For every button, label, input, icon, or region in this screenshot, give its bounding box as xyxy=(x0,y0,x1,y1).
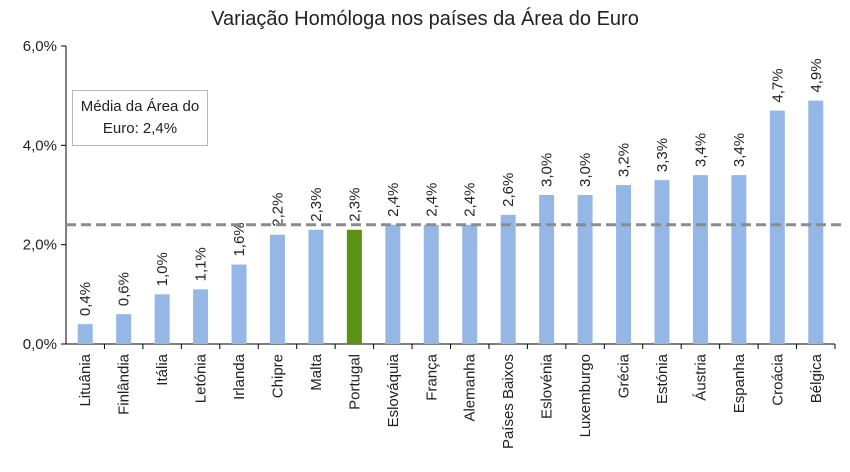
bar-franca xyxy=(423,224,439,344)
data-label-letonia: 1,1% xyxy=(193,247,210,281)
data-label-franca: 2,4% xyxy=(423,183,440,217)
x-tick-label-eslovaquia: Eslováquia xyxy=(385,353,402,427)
bar-espanha xyxy=(731,175,747,344)
data-labels: 0,4% 0,6% 1,0% 1,1% 1,6% 2,2% 2,3% 2,3% 2,4% 2,4%… xyxy=(77,58,825,316)
bar-paises-baixos xyxy=(500,214,516,344)
data-label-grecia: 3,2% xyxy=(616,143,633,177)
bar-finlandia xyxy=(116,314,132,344)
bar-chipre xyxy=(269,234,285,344)
x-tick-label-estonia: Estónia xyxy=(654,353,671,404)
average-annotation: Média da Área do Euro: 2,4% xyxy=(72,90,208,146)
x-tick-label-italia: Itália xyxy=(154,353,171,385)
data-label-belgica: 4,9% xyxy=(808,58,825,92)
x-axis-labels: Lituânia Finlândia Itália Letónia Irlanda Chi… xyxy=(77,344,836,449)
bar-eslovenia xyxy=(539,195,555,344)
chart-title: Variação Homóloga nos países da Área do … xyxy=(211,8,639,30)
data-label-paises-baixos: 2,6% xyxy=(500,173,517,207)
x-tick-label-luxemburgo: Luxemburgo xyxy=(577,354,594,437)
x-tick-label-irlanda: Irlanda xyxy=(231,353,248,400)
data-label-finlandia: 0,6% xyxy=(116,272,133,306)
bar-austria xyxy=(692,175,708,344)
x-tick-label-eslovenia: Eslovénia xyxy=(539,353,556,419)
y-tick-label: 0,0% xyxy=(23,336,57,353)
data-label-lituania: 0,4% xyxy=(77,282,94,316)
x-tick-label-espanha: Espanha xyxy=(731,353,748,413)
data-label-eslovenia: 3,0% xyxy=(539,153,556,187)
x-tick-label-letonia: Letónia xyxy=(193,353,210,403)
data-label-luxemburgo: 3,0% xyxy=(577,153,594,187)
data-label-italia: 1,0% xyxy=(154,252,171,286)
data-label-alemanha: 2,4% xyxy=(462,183,479,217)
bar-malta xyxy=(308,229,324,344)
x-tick-label-belgica: Bélgica xyxy=(808,353,825,403)
x-tick-label-paises-baixos: Países Baixos xyxy=(500,354,517,449)
data-label-irlanda: 1,6% xyxy=(231,222,248,256)
data-label-malta: 2,3% xyxy=(308,188,325,222)
bar-croacia xyxy=(769,110,785,344)
x-tick-label-croacia: Croácia xyxy=(769,353,786,405)
data-label-eslovaquia: 2,4% xyxy=(385,183,402,217)
bars xyxy=(77,100,824,344)
bar-luxemburgo xyxy=(577,195,593,344)
x-tick-label-chipre: Chipre xyxy=(269,354,286,398)
bar-belgica xyxy=(808,100,824,344)
x-tick-label-portugal: Portugal xyxy=(346,354,363,410)
x-tick-label-austria: Áustria xyxy=(692,353,709,400)
x-tick-label-finlandia: Finlândia xyxy=(116,353,133,415)
bar-italia xyxy=(154,294,170,344)
bar-portugal xyxy=(346,229,362,344)
x-tick-label-lituania: Lituânia xyxy=(77,353,94,406)
x-tick-label-malta: Malta xyxy=(308,353,325,390)
data-label-espanha: 3,4% xyxy=(731,133,748,167)
x-tick-label-franca: França xyxy=(423,353,440,400)
data-label-chipre: 2,2% xyxy=(269,193,286,227)
y-tick-label: 2,0% xyxy=(23,237,57,254)
bar-irlanda xyxy=(231,264,247,344)
bar-letonia xyxy=(193,289,209,344)
y-tick-label: 4,0% xyxy=(23,137,57,154)
bar-eslovaquia xyxy=(385,224,401,344)
data-label-austria: 3,4% xyxy=(692,133,709,167)
bar-estonia xyxy=(654,180,670,344)
y-tick-label: 6,0% xyxy=(23,38,57,55)
bar-lituania xyxy=(77,324,93,344)
bar-alemanha xyxy=(462,224,478,344)
x-tick-label-grecia: Grécia xyxy=(616,353,633,398)
data-label-croacia: 4,7% xyxy=(769,68,786,102)
data-label-portugal: 2,3% xyxy=(346,188,363,222)
bar-grecia xyxy=(616,185,632,344)
data-label-estonia: 3,3% xyxy=(654,138,671,172)
x-tick-label-alemanha: Alemanha xyxy=(462,353,479,421)
